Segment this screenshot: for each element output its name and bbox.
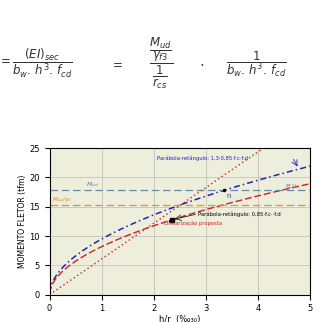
Text: $\dfrac{1}{b_w.\, h^3.\, f_{cd}}$: $\dfrac{1}{b_w.\, h^3.\, f_{cd}}$	[226, 49, 286, 79]
Text: n: n	[226, 193, 231, 199]
Text: Linearização proposta: Linearização proposta	[164, 222, 222, 226]
Y-axis label: MOMENTO FLETOR (tfm): MOMENTO FLETOR (tfm)	[18, 175, 27, 268]
Text: ELU: ELU	[286, 184, 297, 189]
Text: $=$: $=$	[110, 57, 123, 70]
Text: Parábola-retângulo: 1,3·0,85·f.c·f.d: Parábola-retângulo: 1,3·0,85·f.c·f.d	[156, 155, 248, 161]
X-axis label: h/r  (‰₃₀): h/r (‰₃₀)	[159, 315, 201, 322]
Text: Parábola-retângulo: 0,85·f.c··f.d: Parábola-retângulo: 0,85·f.c··f.d	[198, 212, 281, 217]
Text: $M_{ud}$: $M_{ud}$	[86, 180, 99, 189]
Text: $\cdot$: $\cdot$	[199, 57, 204, 71]
Text: $M_{ud}/\gamma_0$: $M_{ud}/\gamma_0$	[52, 195, 72, 204]
Text: $k = \dfrac{(EI)_{sec}}{b_w.\, h^3.\, f_{cd}}$: $k = \dfrac{(EI)_{sec}}{b_w.\, h^3.\, f_…	[0, 47, 73, 80]
Text: $\dfrac{\dfrac{M_{ud}}{\gamma_{f3}}}{\dfrac{1}{r_{cs}}}$: $\dfrac{\dfrac{M_{ud}}{\gamma_{f3}}}{\df…	[149, 36, 174, 91]
